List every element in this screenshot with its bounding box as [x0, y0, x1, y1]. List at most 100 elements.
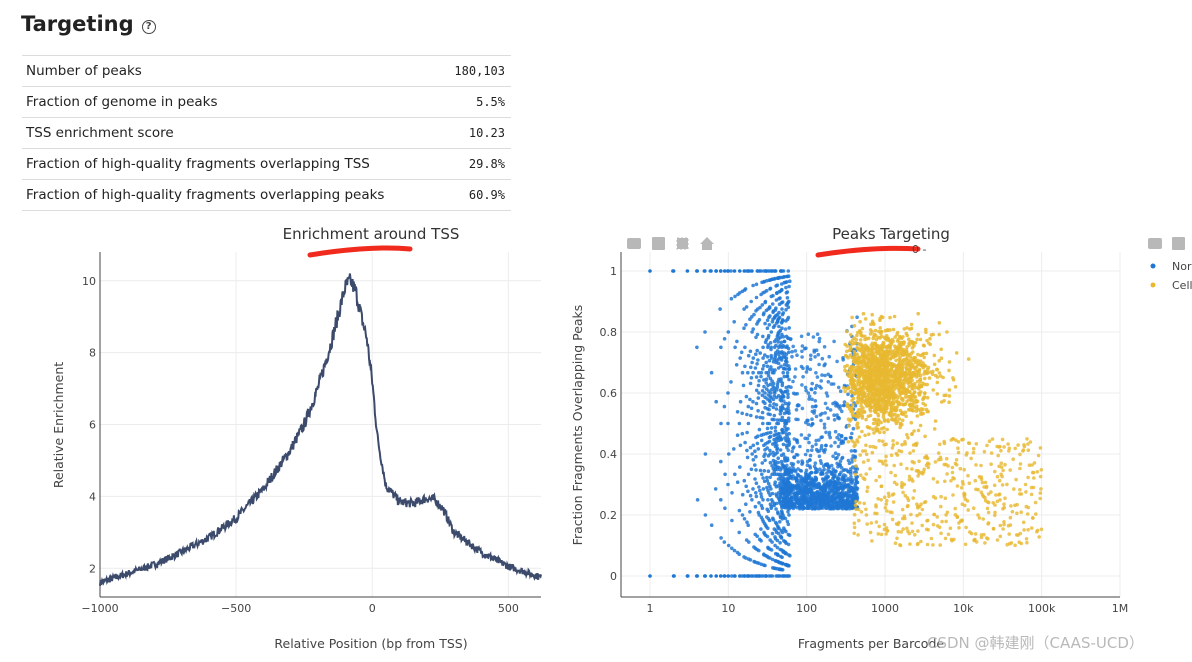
scatter-point-cell	[908, 367, 912, 372]
scatter-point-nor	[780, 555, 784, 560]
scatter-point-nor	[772, 323, 777, 328]
scatter-point-cell	[938, 442, 942, 447]
scatter-point-cell	[890, 354, 894, 359]
scatter-point-nor	[849, 449, 854, 453]
scatter-point-cell	[990, 437, 995, 441]
scatter-point-cell	[914, 365, 919, 369]
scatter-point-nor	[761, 476, 765, 480]
scatter-point-cell	[860, 362, 864, 367]
scatter-point-nor	[750, 574, 754, 578]
scatter-point-nor	[771, 381, 776, 386]
scatter-point-cell	[1035, 470, 1040, 474]
scatter-point-cell	[893, 344, 897, 349]
scatter-point-nor	[821, 506, 826, 510]
scatter-point-cell	[940, 519, 944, 524]
zoom-in-icon[interactable]	[652, 237, 665, 250]
scatter-point-nor	[810, 397, 814, 402]
scatter-point-cell	[957, 521, 961, 525]
scatter-point-nor	[773, 543, 777, 548]
scatter-point-nor	[732, 447, 736, 451]
legend-marker-cell[interactable]	[1150, 282, 1156, 288]
scatter-point-cell	[960, 518, 964, 522]
question-circle-icon[interactable]: ?	[141, 20, 156, 34]
scatter-point-nor	[825, 471, 829, 476]
scatter-point-nor	[836, 385, 841, 390]
scatter-point-nor	[828, 503, 833, 507]
scatter-point-nor	[775, 538, 780, 543]
scatter-point-cell	[909, 407, 914, 412]
scatter-point-nor	[781, 406, 785, 411]
scatter-point-nor	[795, 440, 800, 445]
legend-label-nor[interactable]: Nor	[1172, 260, 1192, 273]
scatter-point-cell	[861, 372, 865, 376]
scatter-point-cell	[877, 394, 882, 398]
scatter-point-cell	[857, 518, 861, 523]
scatter-point-nor	[821, 464, 826, 469]
scatter-point-cell	[879, 329, 884, 334]
scatter-point-nor	[767, 407, 771, 412]
scatter-point-nor	[829, 444, 833, 448]
scatter-point-nor	[819, 386, 823, 390]
scatter-point-cell	[846, 424, 851, 428]
camera-icon[interactable]	[627, 238, 641, 249]
scatter-point-nor	[777, 324, 781, 329]
home-icon[interactable]	[700, 237, 714, 250]
scatter-point-cell	[876, 371, 880, 376]
scatter-point-nor	[754, 401, 759, 406]
tss-chart-title: Enrichment around TSS	[283, 225, 460, 243]
scatter-point-nor	[776, 421, 781, 426]
scatter-point-nor	[737, 508, 742, 513]
legend-label-cell[interactable]: Cell	[1172, 279, 1192, 292]
legend-marker-nor[interactable]	[1150, 263, 1156, 269]
scatter-point-cell	[898, 335, 903, 340]
scatter-point-cell	[860, 367, 864, 372]
scatter-point-cell	[854, 464, 858, 468]
scatter-point-cell	[896, 353, 901, 357]
scatter-point-cell	[1013, 503, 1017, 508]
scatter-point-nor	[768, 448, 772, 453]
scatter-point-nor	[824, 483, 828, 487]
scatter-point-cell	[986, 510, 991, 515]
scatter-point-cell	[857, 358, 861, 363]
scatter-point-cell	[1009, 504, 1013, 508]
scatter-point-nor	[796, 490, 800, 495]
scatter-point-cell	[872, 417, 876, 422]
scatter-point-nor	[799, 334, 804, 339]
scatter-point-cell	[936, 451, 941, 455]
scatter-point-nor	[763, 321, 767, 326]
scatter-point-cell	[880, 459, 884, 464]
scatter-point-nor	[744, 323, 748, 327]
tss-x-tick-label: −1000	[81, 602, 118, 615]
scatter-point-nor	[766, 509, 771, 514]
scatter-point-cell	[897, 340, 902, 345]
scatter-point-nor	[775, 446, 780, 451]
scatter-point-cell	[907, 531, 912, 536]
scatter-point-cell	[895, 330, 900, 335]
table-row: Fraction of high-quality fragments overl…	[22, 148, 511, 180]
scatter-point-nor	[750, 360, 754, 365]
scatter-point-nor	[780, 403, 785, 408]
scatter-point-cell	[993, 510, 997, 515]
scatter-point-nor	[814, 438, 818, 443]
scatter-point-cell	[918, 379, 923, 384]
scatter-point-nor	[803, 471, 808, 475]
scatter-point-cell	[911, 496, 915, 500]
scatter-point-nor	[775, 545, 780, 550]
scatter-point-nor	[779, 536, 784, 540]
select-icon[interactable]	[676, 237, 689, 250]
scatter-point-nor	[766, 333, 771, 338]
scatter-point-cell	[918, 337, 923, 342]
scatter-point-nor	[729, 296, 734, 301]
scatter-point-cell	[914, 375, 919, 379]
scatter-point-nor	[750, 269, 754, 273]
zoom-in-icon[interactable]	[1172, 237, 1185, 250]
peaks-x-tick-label: 100k	[1028, 602, 1056, 615]
scatter-point-nor	[824, 391, 829, 395]
scatter-point-cell	[893, 335, 897, 339]
scatter-point-cell	[1034, 512, 1038, 516]
scatter-point-nor	[793, 349, 798, 353]
redaction-mark	[815, 245, 921, 258]
scatter-point-nor	[768, 341, 773, 345]
scatter-point-cell	[914, 469, 919, 473]
camera-icon[interactable]	[1148, 238, 1162, 249]
